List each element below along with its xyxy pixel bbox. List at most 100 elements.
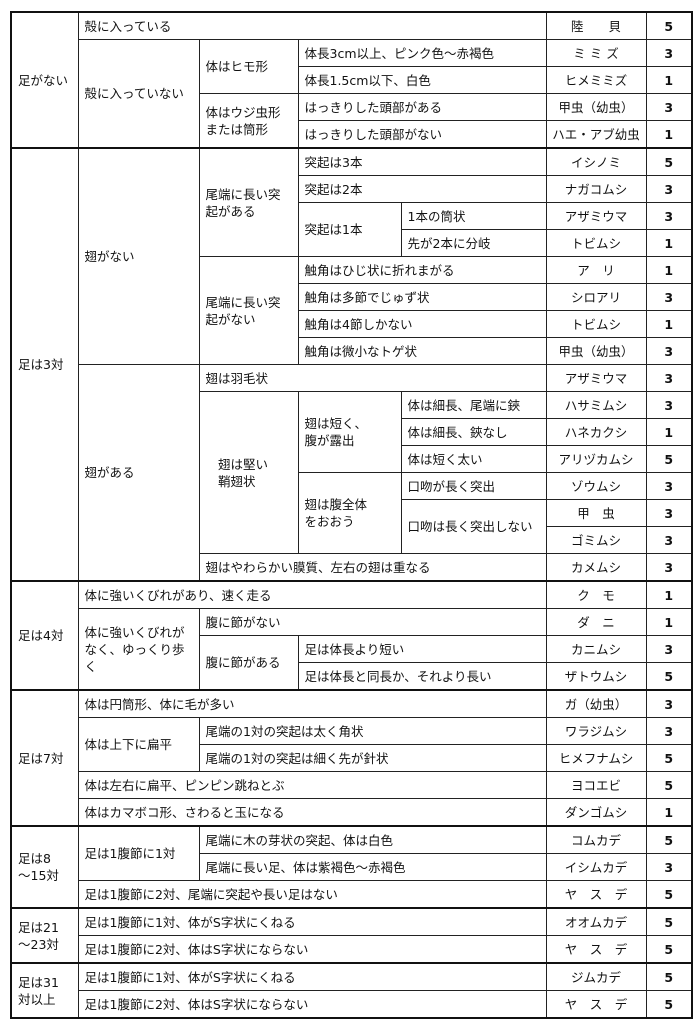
key-criterion-cell: 足は体長より短い — [297, 635, 547, 663]
score-cell: 3 — [645, 689, 693, 718]
key-criterion-cell: 体は細長、鋏なし — [400, 418, 547, 446]
score-cell: 1 — [645, 798, 693, 827]
table-row: 体はカマボコ形、さわると玉になる ダンゴムシ 1 — [11, 798, 693, 827]
key-criterion-cell: 翅がある — [77, 364, 200, 582]
key-criterion-cell: 先が2本に分岐 — [400, 229, 547, 257]
animal-name-cell: トビムシ — [545, 310, 647, 338]
score-cell: 3 — [645, 364, 693, 392]
animal-name-cell: イシノミ — [545, 147, 647, 176]
score-cell: 3 — [645, 337, 693, 365]
score-cell: 1 — [645, 608, 693, 636]
key-criterion-cell: 尾端に木の芽状の突起、体は白色 — [198, 825, 547, 854]
animal-name-cell: ワラジムシ — [545, 717, 647, 745]
animal-name-cell: オオムカデ — [545, 907, 647, 936]
key-criterion-cell: 腹に節がない — [198, 608, 547, 636]
score-cell: 1 — [645, 66, 693, 94]
leg-count-cell: 足は4対 — [10, 580, 79, 691]
animal-name-cell: ヨコエビ — [545, 771, 647, 799]
key-criterion-cell: 体長1.5cm以下、白色 — [297, 66, 547, 94]
animal-name-cell: 甲 虫 — [545, 499, 647, 527]
table-row: 尾端に長い足、体は紫褐色～赤褐色 イシムカデ 3 — [11, 853, 693, 881]
leg-count-cell: 足は21 ～23対 — [10, 907, 79, 964]
animal-name-cell: ヤ ス デ — [545, 990, 647, 1019]
key-criterion-cell: 触角は微小なトゲ状 — [297, 337, 547, 365]
key-criterion-cell: 翅は短く、 腹が露出 — [297, 391, 402, 473]
animal-name-cell: ミ ミ ズ — [545, 39, 647, 67]
key-criterion-cell: 体長3cm以上、ピンク色～赤褐色 — [297, 39, 547, 67]
key-criterion-cell: 口吻が長く突出 — [400, 472, 547, 500]
leg-count-cell: 足は31 対以上 — [10, 962, 79, 1019]
animal-name-cell: カメムシ — [545, 553, 647, 582]
key-criterion-cell: 1本の筒状 — [400, 202, 547, 230]
animal-name-cell: 甲虫（幼虫） — [545, 337, 647, 365]
animal-name-cell: シロアリ — [545, 283, 647, 311]
key-criterion-cell: 突起は3本 — [297, 147, 547, 176]
animal-name-cell: ナガコムシ — [545, 175, 647, 203]
key-criterion-cell: 触角はひじ状に折れまがる — [297, 256, 547, 284]
key-criterion-cell: 体は上下に扁平 — [77, 717, 200, 772]
key-criterion-cell: 足は1腹節に1対、体がS字状にくねる — [77, 962, 547, 991]
animal-name-cell: イシムカデ — [545, 853, 647, 881]
key-criterion-cell: 殻に入っていない — [77, 39, 200, 149]
score-cell: 3 — [645, 717, 693, 745]
key-criterion-cell: はっきりした頭部がある — [297, 93, 547, 121]
score-cell: 3 — [645, 635, 693, 663]
table-body: 足がない 殻に入っている陸 貝 5 殻に入っていない 体はヒモ形 体長3cm以上、ピンク色… — [10, 11, 693, 1019]
score-cell: 3 — [645, 853, 693, 881]
leg-count-cell: 足は8 ～15対 — [10, 825, 79, 909]
key-criterion-cell: 体は細長、尾端に鋏 — [400, 391, 547, 419]
animal-name-cell: ザトウムシ — [545, 662, 647, 691]
table-row: 体は細長、鋏なし ハネカクシ 1 — [11, 418, 693, 446]
table-row: 触角は微小なトゲ状 甲虫（幼虫） 3 — [11, 337, 693, 365]
score-cell: 3 — [645, 202, 693, 230]
animal-name-cell: ヤ ス デ — [545, 880, 647, 909]
key-criterion-cell: 足は1腹節に1対、体がS字状にくねる — [77, 907, 547, 936]
leg-count-cell: 足は7対 — [10, 689, 79, 827]
key-criterion-cell: 足は1腹節に1対 — [77, 825, 200, 881]
animal-name-cell: コムカデ — [545, 825, 647, 854]
table-row: 体は左右に扁平、ピンピン跳ねとぶ ヨコエビ 5 — [11, 771, 693, 799]
animal-name-cell: ヒメミミズ — [545, 66, 647, 94]
animal-name-cell: ヒメフナムシ — [545, 744, 647, 772]
score-cell: 1 — [645, 310, 693, 338]
key-criterion-cell: 触角は多節でじゅず状 — [297, 283, 547, 311]
animal-name-cell: トビムシ — [545, 229, 647, 257]
key-criterion-cell: 尾端の1対の突起は太く角状 — [198, 717, 547, 745]
animal-name-cell: ア リ — [545, 256, 647, 284]
table-row: 足は7対 体は円筒形、体に毛が多い ガ（幼虫） 3 — [10, 689, 693, 827]
key-criterion-cell: 体はヒモ形 — [198, 39, 299, 94]
leg-count-cell: 足がない — [10, 11, 79, 149]
score-cell: 5 — [645, 771, 693, 799]
score-cell: 3 — [645, 553, 693, 582]
table-row: 足は21 ～23対 足は1腹節に1対、体がS字状にくねる オオムカデ 5 — [10, 907, 693, 964]
table-row: 翅はやわらかい膜質、左右の翅は重なる カメムシ 3 — [11, 553, 693, 582]
animal-name-cell: アザミウマ — [545, 364, 647, 392]
key-criterion-cell: 体は円筒形、体に毛が多い — [77, 689, 547, 718]
score-cell: 3 — [645, 93, 693, 121]
animal-name-cell: ガ（幼虫） — [545, 689, 647, 718]
key-criterion-cell: 足は体長と同長か、それより長い — [297, 662, 547, 691]
key-criterion-cell: 翅は腹全体 をおおう — [297, 472, 402, 554]
table-row: 体長1.5cm以下、白色 ヒメミミズ 1 — [11, 66, 693, 94]
table-row: 触角は多節でじゅず状 シロアリ 3 — [11, 283, 693, 311]
score-cell: 1 — [645, 229, 693, 257]
key-criterion-cell: 体に強いくびれがあり、速く走る — [77, 580, 547, 609]
animal-name-cell: ク モ — [545, 580, 647, 609]
score-cell: 5 — [645, 825, 693, 854]
table-row: 足は8 ～15対 足は1腹節に1対 尾端に木の芽状の突起、体は白色 コムカデ 5 — [10, 825, 693, 909]
key-criterion-cell: 突起は1本 — [297, 202, 402, 257]
score-cell: 1 — [645, 120, 693, 149]
score-cell: 5 — [645, 990, 693, 1019]
table-row: 足は3対 翅がない 尾端に長い突 起がある 突起は3本 イシノミ 5 — [10, 147, 693, 582]
score-cell: 5 — [645, 147, 693, 176]
animal-name-cell: アリヅカムシ — [545, 445, 647, 473]
animal-name-cell: ハネカクシ — [545, 418, 647, 446]
score-cell: 1 — [645, 580, 693, 609]
key-criterion-cell: 突起は2本 — [297, 175, 547, 203]
score-cell: 3 — [645, 283, 693, 311]
score-cell: 3 — [645, 499, 693, 527]
